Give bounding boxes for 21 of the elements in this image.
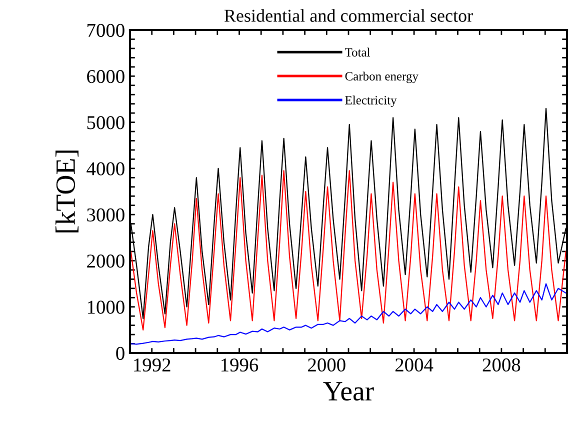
y-tick-label: 2000 [87,254,124,268]
y-tick-label: 3000 [87,208,124,222]
y-tick-label: 1000 [88,300,124,314]
legend-label: Electricity [345,96,397,108]
y-tick-label: 6000 [87,70,124,84]
x-tick-label: 1996 [222,358,258,372]
line-series [130,283,566,345]
y-tick-label: 7000 [88,24,124,37]
x-tick-label: 2000 [308,358,346,372]
y-tick-label: 5000 [87,116,124,130]
chart-title: Residential and commercial sector [224,9,473,22]
line-series [130,170,566,330]
legend-label: Carbon energy [345,72,418,84]
x-tick-label: 2008 [482,358,520,372]
legend-label: Total [344,48,370,57]
y-axis-title: [kTOE] [56,150,78,232]
y-tick-label: 4000 [86,162,124,176]
x-tick-label: 1992 [134,358,170,372]
y-tick-label: 0 [116,346,124,360]
x-axis-title: Year [323,382,374,401]
x-tick-label: 2004 [395,358,434,372]
